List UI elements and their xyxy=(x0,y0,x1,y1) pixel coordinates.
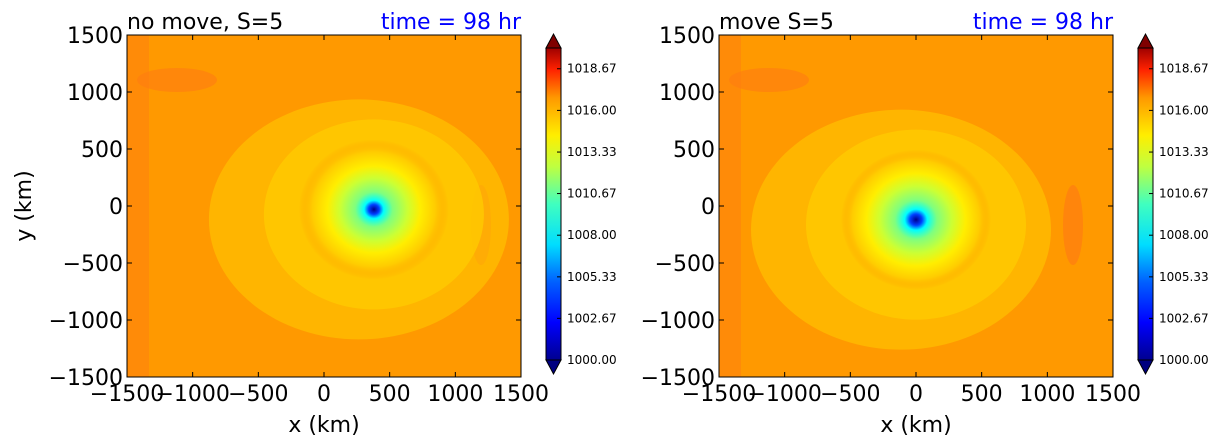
x-tick-label: −1500 xyxy=(90,382,164,407)
x-tick-label: 1000 xyxy=(427,382,483,407)
colorbar-tick-label: 1008.00 xyxy=(567,228,617,242)
colorbar-tick-label: 1018.67 xyxy=(567,62,617,76)
colorbar-extend-min xyxy=(1137,359,1154,376)
colorbar-tick-label: 1013.33 xyxy=(1159,145,1209,159)
x-tick-label: 1000 xyxy=(1019,382,1075,407)
y-tick-label: 1000 xyxy=(659,81,715,106)
colorbar-tick-label: 1016.00 xyxy=(1159,103,1209,117)
colorbar-tick-label: 1002.67 xyxy=(1159,311,1209,325)
low-pressure-core xyxy=(298,139,449,280)
x-tick-label: 500 xyxy=(369,382,411,407)
pressure-field xyxy=(719,35,1113,377)
y-tick-label: −1000 xyxy=(641,309,715,334)
x-tick-label: −500 xyxy=(820,382,880,407)
x-tick-label: 500 xyxy=(961,382,1003,407)
y-tick-label: 1500 xyxy=(67,24,123,49)
colorbar-tick-label: 1000.00 xyxy=(1159,353,1209,367)
y-tick-label: −1000 xyxy=(49,309,123,334)
colorbar-tick-label: 1000.00 xyxy=(567,353,617,367)
y-tick-label: 500 xyxy=(673,138,715,163)
y-tick-label: 500 xyxy=(81,138,123,163)
time-label: time = 98 hr xyxy=(381,10,522,35)
colorbar-tick-label: 1010.67 xyxy=(1159,187,1209,201)
x-tick-label: −1000 xyxy=(155,382,229,407)
colorbar-gradient xyxy=(545,47,562,361)
y-tick-label: 1000 xyxy=(67,81,123,106)
y-tick-label: −500 xyxy=(655,252,715,277)
field-patch xyxy=(729,68,809,92)
colorbar-extend-max xyxy=(545,32,562,49)
colorbar-tick-label: 1010.67 xyxy=(567,187,617,201)
chart-title: move S=5 xyxy=(719,10,834,35)
time-label: time = 98 hr xyxy=(973,10,1114,35)
y-tick-label: 0 xyxy=(109,195,123,220)
x-tick-label: −1500 xyxy=(682,382,756,407)
colorbar: 1000.00 1002.67 1005.33 1008.00 1010.67 1013.… xyxy=(545,32,617,376)
panel-1: −1500−1000−500 0 500 1000 1500150010005000−5… xyxy=(12,10,617,438)
x-tick-label: 0 xyxy=(317,382,331,407)
colorbar-tick-label: 1005.33 xyxy=(567,270,617,284)
y-axis-label: y (km) xyxy=(12,170,37,241)
x-axis-label: x (km) xyxy=(288,413,359,438)
x-tick-label: 0 xyxy=(909,382,923,407)
y-tick-label: −500 xyxy=(63,252,123,277)
chart-title: no move, S=5 xyxy=(127,10,283,35)
colorbar-gradient xyxy=(1137,47,1154,361)
field-edge-patch xyxy=(127,35,149,377)
colorbar: 1000.00 1002.67 1005.33 1008.00 1010.67 1013.… xyxy=(1137,32,1209,376)
y-tick-label: −1500 xyxy=(641,366,715,391)
x-tick-label: 1500 xyxy=(493,382,549,407)
pressure-field xyxy=(127,35,521,377)
x-tick-label: 1500 xyxy=(1085,382,1141,407)
colorbar-tick-label: 1005.33 xyxy=(1159,270,1209,284)
colorbar-extend-max xyxy=(1137,32,1154,49)
y-tick-label: 0 xyxy=(701,195,715,220)
field-patch xyxy=(137,68,217,92)
y-tick-label: 1500 xyxy=(659,24,715,49)
x-axis-label: x (km) xyxy=(880,413,951,438)
panel-2: −1500−1000−500 0 500 1000 1500150010005000−5… xyxy=(641,10,1209,438)
y-tick-label: −1500 xyxy=(49,366,123,391)
colorbar-extend-min xyxy=(545,359,562,376)
x-tick-label: −1000 xyxy=(747,382,821,407)
colorbar-tick-label: 1002.67 xyxy=(567,311,617,325)
colorbar-tick-label: 1018.67 xyxy=(1159,62,1209,76)
x-tick-label: −500 xyxy=(228,382,288,407)
colorbar-tick-label: 1008.00 xyxy=(1159,228,1209,242)
colorbar-tick-label: 1013.33 xyxy=(567,145,617,159)
low-pressure-core xyxy=(841,149,991,290)
colorbar-tick-label: 1016.00 xyxy=(567,103,617,117)
field-edge-patch xyxy=(719,35,741,377)
field-patch xyxy=(1063,185,1083,265)
